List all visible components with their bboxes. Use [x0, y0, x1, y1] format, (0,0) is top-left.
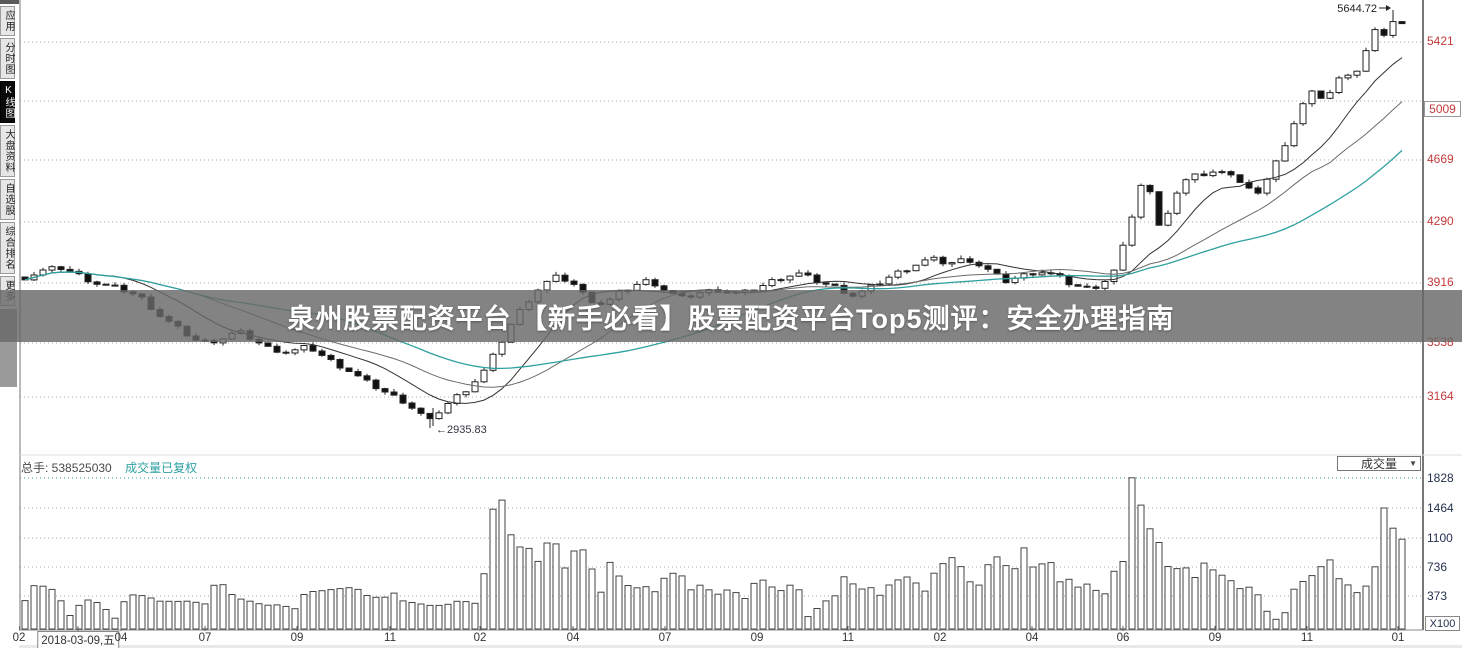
- volume-unit-badge: X100: [1425, 616, 1460, 631]
- volume-axis-label: 736: [1427, 560, 1448, 574]
- time-axis-label: 11: [1301, 632, 1313, 644]
- volume-axis-label: 1100: [1427, 531, 1453, 545]
- time-axis-label: 07: [198, 632, 212, 644]
- candlestick-series: [21, 10, 1406, 428]
- volume-adjusted-note: 成交量已复权: [125, 461, 198, 475]
- chevron-down-icon: ▼: [1409, 459, 1417, 468]
- total-volume-label: 总手: 538525030: [21, 461, 112, 475]
- low-annotation: ←2935.83: [436, 424, 487, 436]
- last-price-tag: 5009: [1424, 101, 1461, 117]
- price-axis-label: 5421: [1427, 34, 1454, 48]
- volume-axis-label: 1828: [1427, 471, 1454, 485]
- sidebar-tab-2[interactable]: 分时图: [0, 38, 15, 79]
- time-axis-label: 04: [1025, 632, 1039, 644]
- time-axis-label: 01: [1391, 632, 1405, 644]
- crosshair-date-label: 2018-03-09,五: [37, 631, 119, 648]
- sidebar-cut-tab: [0, 0, 19, 4]
- promo-overlay-title: 泉州股票配资平台 【新手必看】股票配资平台Top5测评：安全办理指南: [287, 303, 1175, 334]
- sidebar-tab-4[interactable]: 大盘资料: [0, 125, 15, 177]
- time-axis-label: 02: [933, 632, 947, 644]
- price-axis-label: 4290: [1427, 214, 1454, 228]
- sidebar-tab-6[interactable]: 综合排名: [0, 222, 15, 274]
- volume-pane-header: 总手: 538525030 成交量已复权: [21, 459, 197, 476]
- volume-bars: [21, 477, 1406, 630]
- price-axis-label: 3164: [1427, 389, 1454, 403]
- time-axis-label: 02: [473, 632, 487, 644]
- time-axis-label: 04: [114, 632, 128, 644]
- time-axis-label: 07: [658, 632, 672, 644]
- time-axis-label: 11: [842, 632, 854, 644]
- time-axis-label: 09: [290, 632, 304, 644]
- indicator-dropdown[interactable]: 成交量 ▼: [1337, 456, 1421, 471]
- time-axis-label: 02: [12, 632, 26, 644]
- time-axis-label: 04: [566, 632, 580, 644]
- time-axis-label: 09: [1208, 632, 1222, 644]
- promo-overlay-band: 泉州股票配资平台 【新手必看】股票配资平台Top5测评：安全办理指南: [0, 290, 1462, 342]
- sidebar-tab-3[interactable]: K线图: [0, 81, 15, 123]
- volume-axis-label: 1464: [1427, 501, 1454, 515]
- price-axis-label: 4669: [1427, 152, 1454, 166]
- time-axis-label: 09: [750, 632, 764, 644]
- annotations: 5644.72 ←2935.83: [432, 3, 1391, 436]
- time-axis-ticks: [18, 626, 1399, 631]
- high-annotation: 5644.72: [1337, 3, 1377, 15]
- ma-line-20: [24, 101, 1403, 388]
- price-axis-label: 3916: [1427, 275, 1454, 289]
- time-axis-label: 11: [384, 632, 396, 644]
- bottom-edge-strip: [0, 645, 1462, 648]
- sidebar-tab-1[interactable]: 应用: [0, 6, 15, 36]
- indicator-dropdown-label: 成交量: [1360, 457, 1397, 471]
- price-gridlines: [20, 41, 1423, 398]
- sidebar-tab-5[interactable]: 自选股: [0, 179, 15, 220]
- volume-axis-label: 373: [1427, 589, 1448, 603]
- ma-line-10: [24, 57, 1403, 404]
- time-axis-label: 06: [1116, 632, 1130, 644]
